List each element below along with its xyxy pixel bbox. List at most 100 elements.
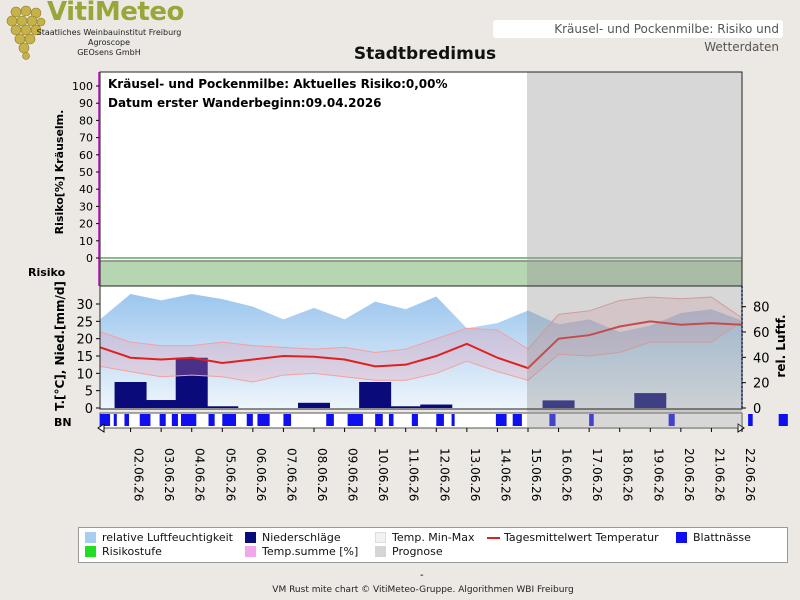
scroll-right-arrow <box>737 423 745 433</box>
date-tick-label: 11.06.26 <box>407 448 421 501</box>
leaf-wetness-bar <box>181 414 197 426</box>
station-title: Stadtbredimus <box>353 44 497 64</box>
date-tick-label: 09.06.26 <box>346 448 360 501</box>
precip-bar <box>389 406 422 408</box>
date-tick-label: 03.06.26 <box>162 448 176 501</box>
risk-y-tick-label: 50 <box>79 166 93 179</box>
weather-right-tick-label: 60 <box>753 326 770 341</box>
date-tick-label: 17.06.26 <box>590 448 604 501</box>
leaf-wetness-bar <box>326 414 334 426</box>
legend: relative Luftfeuchtigkeit Niederschläge … <box>78 527 788 563</box>
temp-min-line <box>99 320 743 383</box>
leaf-wetness-bar <box>171 414 178 426</box>
vitimeteo-logo: VitiMeteo Staatliches Weinbauinstitut Fr… <box>0 0 200 66</box>
leaf-wetness-label: BN <box>54 416 72 429</box>
leaf-wetness-bar <box>208 414 215 426</box>
risk-y-tick-label: 10 <box>79 235 93 248</box>
leaf-wetness-bar <box>388 414 394 426</box>
legend-swatch-tempminmax <box>375 532 386 543</box>
leaf-wetness-bar <box>411 414 418 426</box>
date-tick-label: 16.06.26 <box>560 448 574 501</box>
date-tick-label: 15.06.26 <box>529 448 543 501</box>
weather-right-tick-label: 20 <box>753 377 770 392</box>
leaf-wetness-bar <box>283 414 292 426</box>
date-tick-label: 06.06.26 <box>254 448 268 501</box>
institute-line-3: GEOsens GmbH <box>77 48 141 57</box>
leaf-wetness-bar <box>246 414 253 426</box>
precip-bar <box>175 357 208 408</box>
temp-mean-series <box>99 320 743 370</box>
leaf-wetness-bar <box>748 414 753 426</box>
risk-y-axis-title: Risiko[%] Kräuselm. <box>53 110 66 235</box>
legend-swatch-risklevel <box>85 546 96 557</box>
leaf-wetness-bar <box>512 414 522 426</box>
leaf-wetness-bar <box>257 414 270 426</box>
weather-left-tick-label: 0 <box>85 402 93 417</box>
leaf-wetness-bar <box>549 414 556 426</box>
precip-bar <box>206 406 239 408</box>
leaf-wetness-bar <box>668 414 675 426</box>
date-tick-label: 04.06.26 <box>193 448 207 501</box>
date-tick-label: 05.06.26 <box>223 448 237 501</box>
risk-y-tick-label: 60 <box>79 149 93 162</box>
risk-plot-area <box>100 72 742 286</box>
current-risk-annotation: Kräusel- und Pockenmilbe: Aktuelles Risi… <box>108 77 448 91</box>
date-tick-label: 22.06.26 <box>743 448 757 501</box>
weather-left-tick-label: 30 <box>76 298 93 313</box>
risk-y-tick-label: 40 <box>79 183 93 196</box>
precip-bar <box>298 402 330 408</box>
leaf-wetness-bar <box>436 414 444 426</box>
leaf-wetness-bar <box>495 414 507 426</box>
date-tick-label: 20.06.26 <box>682 448 696 501</box>
leaf-wetness-bar <box>113 414 117 426</box>
risk-y-tick-label: 20 <box>79 218 93 231</box>
legend-label: Temp.summe [%] <box>262 545 359 558</box>
forecast-shade <box>527 72 742 428</box>
legend-label: Prognose <box>392 545 443 558</box>
leaf-wetness-bar <box>222 414 237 426</box>
risk-y-tick-label: 70 <box>79 132 93 145</box>
weather-left-tick-label: 5 <box>85 385 93 400</box>
chart-type-link[interactable]: Kräusel- und Pockenmilbe: Risiko und Wet… <box>493 20 783 54</box>
weather-right-tick-label: 0 <box>753 402 761 417</box>
weather-left-tick-label: 20 <box>76 333 93 348</box>
institute-line-2: Agroscope <box>87 38 131 47</box>
grape-icon <box>6 5 46 60</box>
leaf-wetness-bar <box>375 414 383 426</box>
legend-swatch-tempsum <box>245 546 256 557</box>
precip-bar <box>145 400 178 408</box>
legend-swatch-forecast <box>375 546 386 557</box>
scroll-left-arrow <box>97 423 105 433</box>
weather-right-axis-title: rel. Luftf. <box>774 314 788 377</box>
leaf-wetness-panel <box>97 412 788 433</box>
weather-left-axis-title: T.[°C], Nied.[mm/d] <box>53 281 67 411</box>
weather-left-tick-label: 15 <box>76 350 93 365</box>
date-tick-label: 13.06.26 <box>468 448 482 501</box>
leaf-wetness-bar <box>159 414 166 426</box>
leaf-wetness-bar <box>778 414 788 426</box>
leaf-wetness-bar <box>100 414 111 426</box>
date-tick-label: 07.06.26 <box>284 448 298 501</box>
legend-label: Niederschläge <box>262 531 341 544</box>
risk-panel: 0 10 20 30 40 50 60 70 80 90 100 <box>72 72 742 286</box>
temp-minmax-band <box>100 297 742 382</box>
precip-bar <box>114 382 147 408</box>
legend-label: Tagesmittelwert Temperatur <box>504 531 659 544</box>
precip-bar <box>359 382 392 408</box>
weather-panel: 0 5 10 15 20 25 30 0 20 40 60 80 <box>76 286 770 417</box>
leaf-wetness-bar <box>124 414 130 426</box>
risk-y-tick-label: 80 <box>79 114 93 127</box>
risk-level-band <box>100 262 742 286</box>
legend-label: Blattnässe <box>693 531 751 544</box>
risk-y-tick-label: 90 <box>79 97 93 110</box>
legend-swatch-humidity <box>85 532 96 543</box>
date-tick-label: 12.06.26 <box>437 448 451 501</box>
precip-bar <box>634 393 667 408</box>
precip-bar <box>420 404 453 408</box>
first-migration-date-annotation: Datum erster Wanderbeginn:09.04.2026 <box>108 96 382 110</box>
weather-right-tick-label: 80 <box>753 301 770 316</box>
legend-swatch-tempmean <box>487 537 500 539</box>
date-axis: 02.06.26 03.06.26 04.06.26 05.06.26 06.06.26… <box>130 428 757 501</box>
temp-max-line <box>99 296 743 354</box>
risk-y-tick-label: 100 <box>72 80 93 93</box>
